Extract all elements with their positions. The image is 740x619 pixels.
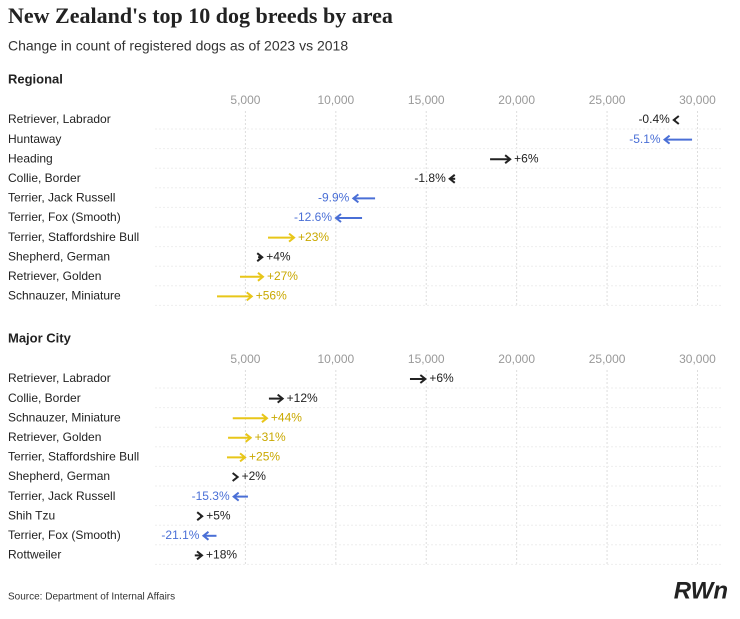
arrow-head [277, 393, 285, 404]
change-label: +2% [242, 469, 267, 483]
change-label: -21.1% [161, 528, 199, 542]
panel-title: Major City [8, 330, 72, 345]
arrow-head [662, 134, 671, 145]
change-label: +6% [429, 371, 454, 385]
category-label: Terrier, Staffordshire Bull [8, 450, 139, 464]
arrow-head [196, 550, 204, 561]
x-tick-label: 20,000 [498, 352, 535, 366]
chart-title: New Zealand's top 10 dog breeds by area [8, 3, 393, 28]
category-label: Schnauzer, Miniature [8, 410, 121, 424]
category-label: Terrier, Fox (Smooth) [8, 528, 121, 542]
category-label: Collie, Border [8, 391, 81, 405]
change-label: -12.6% [294, 210, 332, 224]
arrow-head [246, 291, 254, 302]
category-label: Rottweiler [8, 548, 61, 562]
arrow-head [288, 232, 296, 243]
change-label: +25% [249, 450, 280, 464]
x-tick-label: 30,000 [679, 352, 716, 366]
arrow-head [245, 433, 253, 443]
category-label: Shih Tzu [8, 508, 55, 522]
arrow-head [196, 511, 204, 521]
category-label: Terrier, Staffordshire Bull [8, 230, 139, 244]
arrow-head [232, 491, 240, 502]
change-label: +31% [255, 430, 286, 444]
change-label: +56% [256, 289, 287, 303]
change-label: -9.9% [318, 191, 350, 205]
arrow-head [239, 452, 247, 463]
category-label: Retriever, Labrador [8, 112, 111, 126]
arrow-head [672, 115, 680, 125]
change-label: +44% [271, 410, 302, 424]
change-label: +6% [514, 151, 539, 165]
change-label: +4% [266, 249, 291, 263]
category-label: Terrier, Fox (Smooth) [8, 210, 121, 224]
change-label: -15.3% [192, 489, 230, 503]
change-label: +18% [206, 548, 237, 562]
arrow-head [351, 193, 359, 204]
x-tick-label: 30,000 [679, 93, 716, 107]
x-tick-label: 10,000 [317, 93, 354, 107]
arrow-head [419, 374, 427, 384]
arrow-head [232, 472, 240, 482]
logo: RWn [674, 577, 728, 604]
arrow-head [257, 272, 265, 282]
category-label: Huntaway [8, 132, 61, 146]
arrow-head [201, 531, 210, 541]
category-label: Heading [8, 151, 53, 165]
change-label: -0.4% [638, 112, 670, 126]
arrow-head [334, 213, 342, 223]
x-tick-label: 15,000 [408, 93, 445, 107]
panel-title: Regional [8, 71, 63, 86]
arrow-head [448, 174, 456, 184]
x-tick-label: 5,000 [230, 93, 260, 107]
arrow-head [504, 154, 512, 164]
category-label: Collie, Border [8, 171, 81, 185]
category-label: Retriever, Golden [8, 430, 101, 444]
x-tick-label: 10,000 [317, 352, 354, 366]
source: Source: Department of Internal Affairs [8, 592, 175, 603]
arrow-head [261, 413, 269, 423]
change-label: +12% [287, 391, 318, 405]
arrow-head [256, 252, 264, 262]
change-label: +27% [267, 269, 298, 283]
x-tick-label: 25,000 [589, 352, 626, 366]
change-label: -1.8% [414, 171, 446, 185]
change-label: +23% [298, 230, 329, 244]
x-tick-label: 25,000 [589, 93, 626, 107]
change-label: +5% [206, 508, 231, 522]
category-label: Terrier, Jack Russell [8, 191, 115, 205]
category-label: Retriever, Labrador [8, 371, 111, 385]
x-tick-label: 20,000 [498, 93, 535, 107]
category-label: Shepherd, German [8, 249, 110, 263]
x-tick-label: 5,000 [230, 352, 260, 366]
x-tick-label: 15,000 [408, 352, 445, 366]
category-label: Schnauzer, Miniature [8, 289, 121, 303]
category-label: Terrier, Jack Russell [8, 489, 115, 503]
change-label: -5.1% [629, 132, 661, 146]
category-label: Shepherd, German [8, 469, 110, 483]
chart-subtitle: Change in count of registered dogs as of… [8, 38, 348, 54]
category-label: Retriever, Golden [8, 269, 101, 283]
